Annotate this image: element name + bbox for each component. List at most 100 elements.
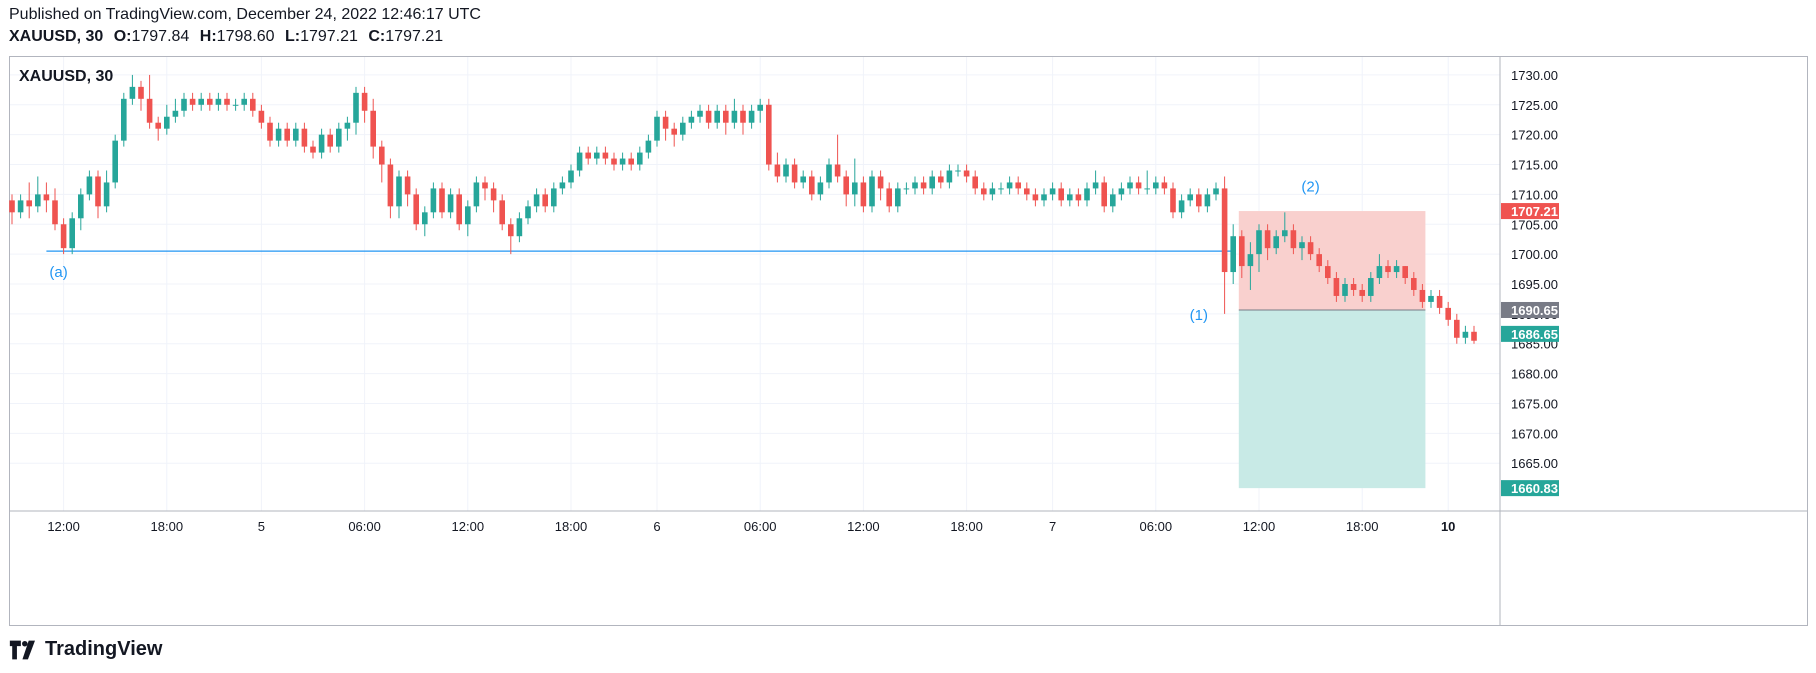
candle-body[interactable] — [946, 170, 953, 183]
candle-body[interactable] — [499, 200, 505, 225]
candle-body[interactable] — [26, 200, 32, 207]
candle-body[interactable] — [198, 98, 204, 105]
candle-body[interactable] — [705, 110, 712, 123]
candle-body[interactable] — [1402, 266, 1408, 279]
candle-body[interactable] — [465, 206, 471, 225]
candle-body[interactable] — [181, 98, 187, 111]
candle-body[interactable] — [121, 98, 127, 141]
candle-body[interactable] — [52, 200, 58, 225]
candle-body[interactable] — [895, 188, 901, 207]
candle-body[interactable] — [826, 164, 832, 183]
candle-body[interactable] — [869, 176, 875, 207]
candle-body[interactable] — [989, 188, 996, 195]
candle-body[interactable] — [258, 110, 265, 123]
candle-body[interactable] — [439, 188, 445, 213]
candle-body[interactable] — [1342, 284, 1348, 296]
candle-body[interactable] — [1316, 254, 1322, 267]
candle-body[interactable] — [1273, 236, 1279, 249]
tradingview-brand[interactable]: TradingView — [45, 638, 163, 660]
candle-body[interactable] — [1428, 295, 1434, 302]
candle-body[interactable] — [129, 86, 136, 99]
candle-body[interactable] — [1462, 331, 1469, 338]
candle-body[interactable] — [78, 194, 84, 219]
candle-body[interactable] — [396, 176, 402, 207]
candle-body[interactable] — [35, 194, 41, 207]
candle-body[interactable] — [774, 164, 781, 177]
candle-body[interactable] — [1024, 188, 1030, 195]
candle-body[interactable] — [886, 188, 892, 207]
candle-body[interactable] — [1178, 200, 1185, 213]
candle-body[interactable] — [430, 188, 437, 213]
candle-body[interactable] — [1445, 307, 1451, 320]
candle-body[interactable] — [662, 116, 669, 129]
candle-body[interactable] — [671, 128, 677, 135]
candle-body[interactable] — [998, 188, 1004, 190]
candle-body[interactable] — [1299, 242, 1305, 249]
candle-body[interactable] — [207, 98, 213, 105]
candle-body[interactable] — [731, 110, 738, 123]
candle-body[interactable] — [680, 122, 686, 135]
candle-body[interactable] — [17, 200, 24, 213]
candle-body[interactable] — [69, 218, 75, 249]
candle-body[interactable] — [9, 200, 15, 213]
candle-body[interactable] — [963, 170, 970, 177]
candle-body[interactable] — [456, 194, 462, 225]
candle-body[interactable] — [155, 122, 161, 129]
candle-body[interactable] — [1359, 289, 1365, 296]
candle-body[interactable] — [1135, 182, 1142, 189]
candle-body[interactable] — [60, 224, 67, 249]
candle-body[interactable] — [791, 164, 798, 183]
candle-body[interactable] — [1247, 254, 1254, 267]
candle-body[interactable] — [1187, 194, 1193, 201]
candle-body[interactable] — [912, 182, 918, 189]
candle-body[interactable] — [336, 128, 342, 147]
candle-body[interactable] — [1385, 266, 1391, 273]
candle-body[interactable] — [800, 176, 806, 183]
candle-body[interactable] — [1325, 266, 1331, 279]
candle-body[interactable] — [310, 146, 316, 153]
candle-body[interactable] — [232, 104, 239, 106]
candle-body[interactable] — [172, 110, 179, 117]
candle-body[interactable] — [241, 98, 247, 105]
candle-body[interactable] — [318, 134, 325, 153]
candle-body[interactable] — [1075, 194, 1082, 201]
candle-body[interactable] — [327, 134, 333, 147]
candle-body[interactable] — [224, 98, 230, 105]
candle-body[interactable] — [447, 194, 454, 213]
candle-body[interactable] — [611, 158, 617, 165]
candle-body[interactable] — [585, 152, 591, 159]
candle-body[interactable] — [981, 188, 987, 195]
candle-body[interactable] — [1454, 319, 1460, 338]
candle-body[interactable] — [361, 92, 368, 111]
candle-body[interactable] — [1110, 194, 1116, 207]
candle-body[interactable] — [551, 188, 557, 207]
candle-body[interactable] — [146, 98, 153, 123]
candle-body[interactable] — [860, 182, 867, 207]
candle-body[interactable] — [817, 182, 824, 195]
candle-body[interactable] — [938, 176, 944, 183]
candle-body[interactable] — [757, 104, 763, 111]
candle-body[interactable] — [955, 170, 961, 172]
candle-body[interactable] — [1196, 194, 1202, 207]
candle-body[interactable] — [1264, 230, 1271, 249]
candle-body[interactable] — [138, 86, 144, 99]
candle-body[interactable] — [215, 98, 222, 105]
candle-body[interactable] — [1153, 182, 1159, 189]
candle-body[interactable] — [714, 110, 720, 123]
candle-body[interactable] — [748, 110, 755, 123]
candle-body[interactable] — [267, 122, 273, 141]
candle-body[interactable] — [1127, 182, 1133, 189]
candle-body[interactable] — [877, 176, 884, 189]
candle-body[interactable] — [568, 170, 574, 183]
candle-body[interactable] — [250, 98, 256, 111]
candle-body[interactable] — [783, 164, 789, 177]
candle-body[interactable] — [1230, 236, 1236, 273]
candle-body[interactable] — [275, 128, 282, 141]
candle-body[interactable] — [1256, 230, 1262, 255]
candle-body[interactable] — [95, 176, 101, 207]
candle-body[interactable] — [723, 110, 729, 123]
candle-body[interactable] — [559, 182, 566, 189]
candle-body[interactable] — [293, 128, 299, 141]
candle-body[interactable] — [852, 182, 858, 195]
candle-body[interactable] — [903, 188, 910, 190]
